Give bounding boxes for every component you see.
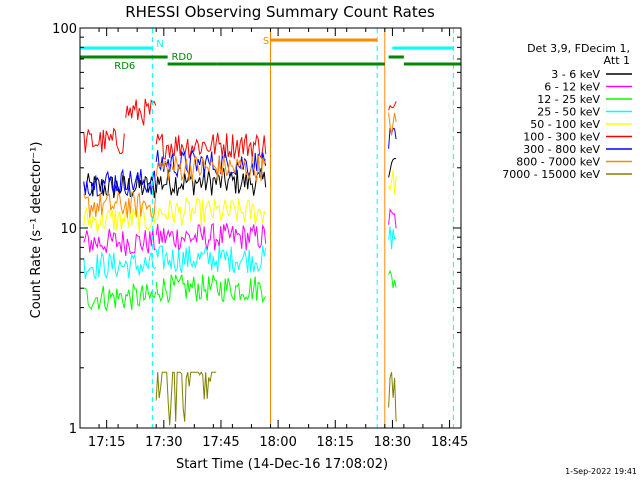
x-tick-label: 17:30 [145,435,182,450]
x-tick-label: 18:15 [317,435,354,450]
y-axis-label: Count Rate (s⁻¹ detector⁻¹) [29,142,44,319]
series-800-7000-kev-line [83,112,397,220]
x-axis: 17:15 17:30 17:45 18:00 18:15 18:30 18:45 [79,28,468,450]
flag-rd0-label: RD0 [171,52,192,63]
legend-label-6-12-kev: 6 - 12 keV [544,81,600,94]
series-3-6-kev-line [83,157,397,199]
footer-timestamp: 1-Sep-2022 19:41 [565,467,637,476]
legend-label-50-100-kev: 50 - 100 keV [530,118,600,131]
y-tick-label: 1 [69,422,77,437]
legend-label-800-7000-kev: 800 - 7000 keV [516,156,600,169]
series-100-300-kev-line [83,98,397,160]
legend-label-100-300-kev: 100 - 300 keV [523,131,600,144]
chart-title: RHESSI Observing Summary Count Rates [125,3,435,21]
legend-label-12-25-kev: 12 - 25 keV [537,93,600,106]
x-tick-label: 17:45 [202,435,239,450]
legend-header-line-1: Det 3,9, FDecim 1, [527,42,630,55]
series-50-100-kev-line [83,169,397,234]
legend-label-7000-15000-kev: 7000 - 15000 keV [502,168,600,181]
series-6-12-kev-line [83,208,397,256]
series-25-50-kev-line [83,226,397,280]
x-tick-label: 17:15 [88,435,125,450]
legend-header-line-2: Att 1 [604,54,630,67]
x-tick-label: 18:00 [259,435,296,450]
flag-rd6-label: RD6 [114,61,135,72]
y-axis: 1 10 100 [52,22,461,437]
legend-label-25-50-kev: 25 - 50 keV [537,106,600,119]
series-7000-15000-kev-line [83,371,397,429]
legend-label-300-800-kev: 300 - 800 keV [523,143,600,156]
series-12-25-kev-line [83,269,397,312]
legend-label-3-6-kev: 3 - 6 keV [551,68,600,81]
flag-n-label: N [156,39,163,50]
x-axis-label: Start Time (14-Dec-16 17:08:02) [176,457,388,472]
x-tick-label: 18:30 [374,435,411,450]
y-tick-label: 10 [60,222,77,237]
x-tick-label: 18:45 [431,435,468,450]
plot-area: N RD6 RD0 S [79,28,461,429]
y-tick-label: 100 [52,22,77,37]
flag-s-label: S [263,36,269,47]
